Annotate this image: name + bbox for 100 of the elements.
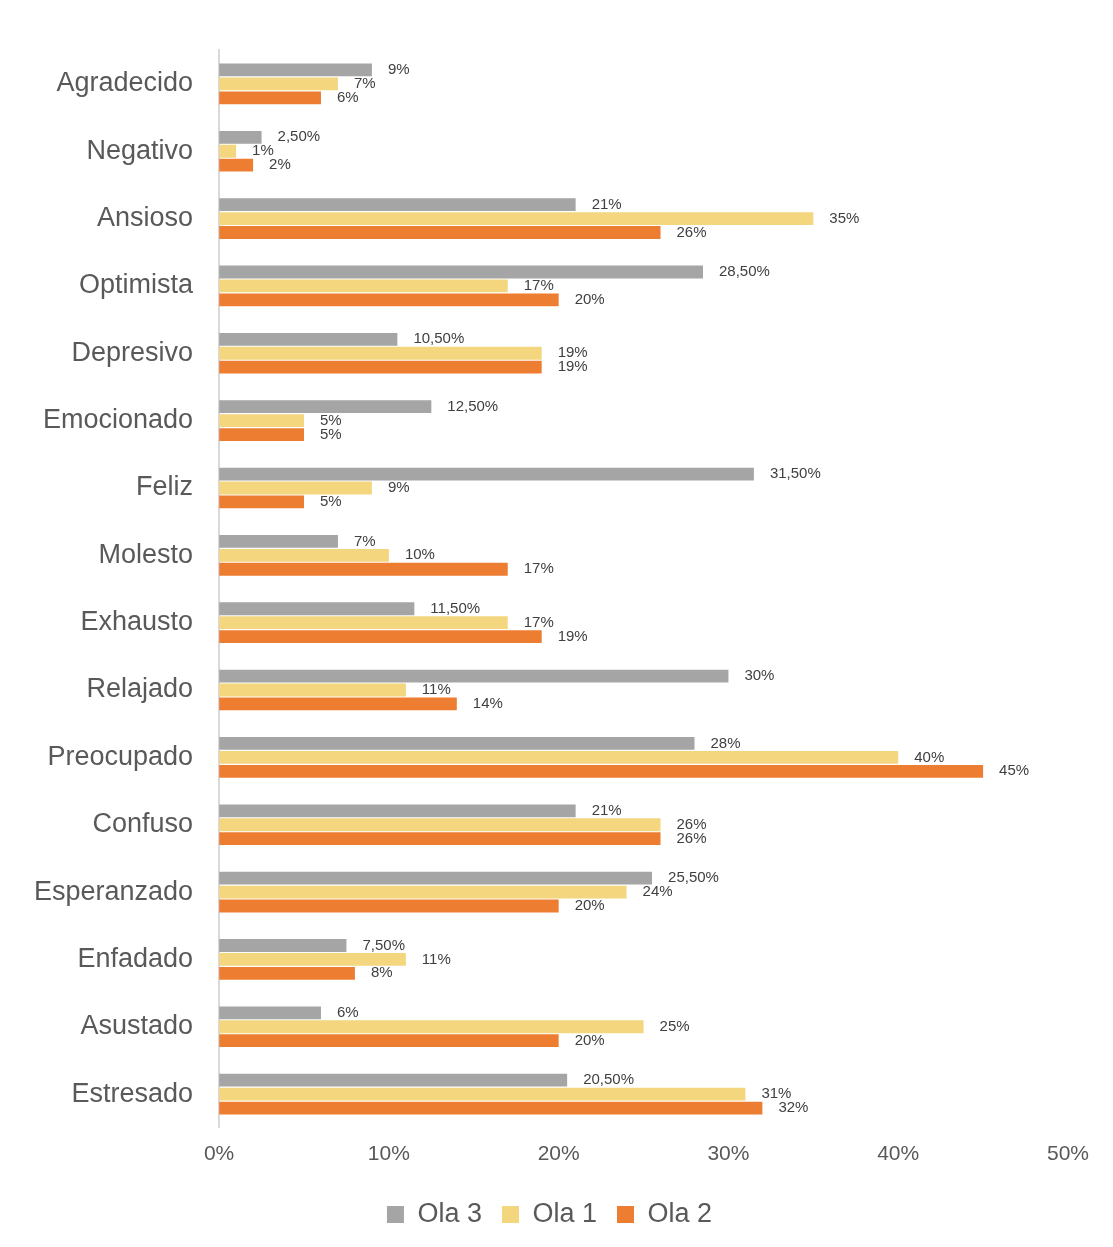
y-tick-label: Confuso xyxy=(92,808,194,839)
data-label: 14% xyxy=(472,694,503,712)
bar xyxy=(219,279,508,293)
bar xyxy=(219,360,542,374)
y-tick-label: Estresado xyxy=(71,1077,194,1108)
y-tick-label: Molesto xyxy=(98,538,194,569)
data-label: 20% xyxy=(574,896,605,914)
data-label: 17% xyxy=(523,559,554,577)
bar xyxy=(219,697,457,711)
bar xyxy=(219,212,814,225)
data-label: 11,50% xyxy=(430,598,481,616)
bar xyxy=(219,669,729,683)
y-tick-label: Esperanzado xyxy=(33,875,194,906)
bar xyxy=(219,1073,568,1087)
bar xyxy=(219,481,372,495)
bar xyxy=(219,750,899,764)
y-tick-label: Preocupado xyxy=(47,740,194,771)
bar xyxy=(219,899,559,913)
bar xyxy=(219,293,559,307)
data-label: 11% xyxy=(421,949,451,967)
data-label: 11% xyxy=(421,680,451,698)
data-label: 17% xyxy=(523,612,554,630)
bar xyxy=(219,832,661,846)
x-tick-label: 40% xyxy=(877,1141,920,1165)
data-label: 17% xyxy=(523,276,554,294)
data-label: 20% xyxy=(574,1030,605,1048)
data-label: 7% xyxy=(353,531,376,549)
data-label: 10% xyxy=(404,545,435,563)
data-label: 19% xyxy=(557,626,588,644)
data-label: 20,50% xyxy=(583,1070,635,1088)
y-tick-label: Feliz xyxy=(136,471,194,502)
bar xyxy=(219,428,304,441)
bar xyxy=(219,226,661,239)
bar xyxy=(219,535,338,548)
bar xyxy=(219,939,347,952)
bar xyxy=(219,602,415,616)
bar xyxy=(219,1101,763,1115)
data-label: 21% xyxy=(591,194,622,212)
bar xyxy=(219,966,355,980)
data-label: 20% xyxy=(574,289,605,307)
bar xyxy=(219,144,237,158)
data-label: 31,50% xyxy=(769,464,821,482)
y-tick-label: Depresivo xyxy=(71,336,194,367)
bar xyxy=(219,885,627,899)
bar xyxy=(219,1020,644,1034)
data-label: 5% xyxy=(320,492,342,510)
bar xyxy=(219,495,304,509)
bar xyxy=(219,683,406,697)
y-tick-label: Emocionado xyxy=(43,404,194,435)
data-label: 45% xyxy=(999,761,1030,779)
bar xyxy=(219,1087,746,1101)
bar xyxy=(219,871,653,885)
bar xyxy=(219,198,576,212)
y-tick-label: Optimista xyxy=(79,269,195,300)
data-label: 28% xyxy=(710,733,741,751)
data-label: 26% xyxy=(676,222,707,240)
x-tick-label: 0% xyxy=(203,1141,235,1165)
bar xyxy=(219,804,576,818)
legend-label: Ola 2 xyxy=(647,1197,713,1228)
bar xyxy=(219,158,254,172)
bar xyxy=(219,77,338,91)
legend-label: Ola 3 xyxy=(417,1197,482,1228)
bar xyxy=(219,467,754,481)
y-tick-label: Agradecido xyxy=(56,67,194,98)
data-label: 9% xyxy=(387,60,410,78)
bar xyxy=(219,616,508,630)
bar xyxy=(219,764,984,778)
bar xyxy=(219,130,262,144)
bar xyxy=(219,1034,559,1048)
y-tick-label: Asustado xyxy=(80,1010,194,1041)
data-label: 8% xyxy=(370,963,393,981)
data-label: 9% xyxy=(387,478,410,496)
data-label: 21% xyxy=(591,800,622,818)
data-label: 2,50% xyxy=(277,127,321,145)
data-label: 35% xyxy=(829,208,860,226)
bar xyxy=(219,630,542,643)
data-label: 40% xyxy=(914,747,945,765)
data-label: 7,50% xyxy=(362,935,405,953)
x-tick-label: 10% xyxy=(367,1141,410,1165)
data-label: 6% xyxy=(336,1003,359,1020)
y-tick-label: Negativo xyxy=(86,134,194,165)
bar xyxy=(219,414,304,428)
y-tick-label: Exhausto xyxy=(80,606,194,637)
x-tick-label: 50% xyxy=(1046,1141,1089,1165)
bar xyxy=(219,1006,321,1020)
bar xyxy=(219,346,542,360)
bar xyxy=(219,548,389,562)
bar xyxy=(219,265,703,279)
bar xyxy=(219,953,406,966)
data-label: 30% xyxy=(744,666,775,684)
bar xyxy=(219,737,695,750)
bar xyxy=(219,400,432,414)
bar xyxy=(219,332,398,346)
data-label: 10,50% xyxy=(413,329,465,347)
y-tick-label: Relajado xyxy=(86,673,194,704)
bar xyxy=(219,63,372,77)
y-tick-label: Ansioso xyxy=(97,202,194,233)
data-label: 25% xyxy=(659,1016,690,1034)
x-tick-label: 30% xyxy=(707,1141,750,1165)
y-tick-label: Enfadado xyxy=(77,942,194,973)
